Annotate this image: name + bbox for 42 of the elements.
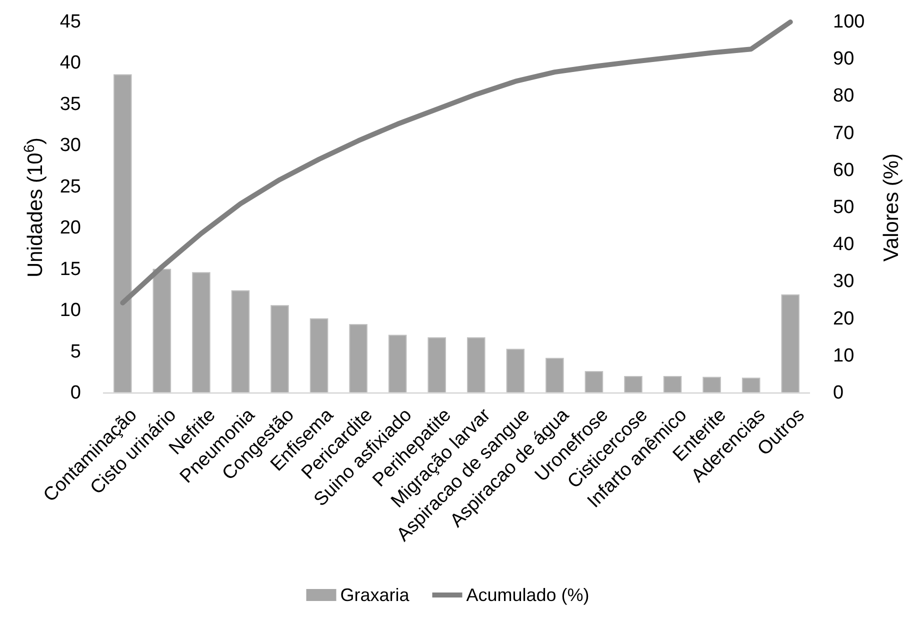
bar: [584, 371, 604, 394]
y2-tick-label: 60: [833, 160, 854, 181]
y-tick-label: 10: [60, 300, 81, 322]
bar: [506, 348, 525, 394]
y2-tick-label: 20: [833, 308, 854, 330]
y2-tick-label: 10: [833, 345, 854, 366]
y2-tick-label: 100: [833, 12, 865, 32]
bar: [310, 318, 328, 394]
y-tick-label: 5: [70, 341, 81, 362]
bar: [349, 324, 368, 394]
y-tick-label: 40: [60, 52, 81, 74]
bar: [702, 376, 721, 394]
legend-label: Graxaria: [340, 585, 410, 605]
legend-label: Acumulado (%): [466, 585, 590, 605]
bar: [742, 378, 760, 394]
y2-tick-label: 40: [833, 234, 854, 256]
bar: [663, 376, 682, 394]
bar: [781, 294, 800, 394]
bar: [467, 337, 486, 394]
bar: [624, 376, 642, 394]
bar: [231, 290, 250, 394]
y2-tick-label: 70: [833, 122, 854, 144]
y-tick-label: 30: [60, 135, 81, 156]
y2-tick-label: 50: [833, 197, 854, 218]
y2-tick-label: 80: [833, 86, 854, 107]
y-tick-label: 0: [70, 382, 81, 404]
y2-axis-title: Valores (%): [880, 153, 903, 262]
bar: [114, 74, 132, 394]
bar: [388, 334, 407, 394]
y2-tick-label: 0: [833, 382, 844, 404]
bar: [428, 337, 446, 394]
y-tick-label: 45: [60, 12, 81, 32]
y-tick-label: 20: [60, 218, 81, 239]
bar: [152, 268, 172, 394]
y2-tick-label: 30: [833, 271, 854, 292]
y-tick-label: 25: [60, 176, 81, 198]
bar: [192, 272, 210, 394]
bar: [546, 358, 564, 394]
y-tick-label: 35: [60, 94, 81, 115]
y2-tick-label: 90: [833, 48, 854, 70]
y-tick-label: 15: [60, 258, 81, 280]
bar: [270, 305, 289, 394]
